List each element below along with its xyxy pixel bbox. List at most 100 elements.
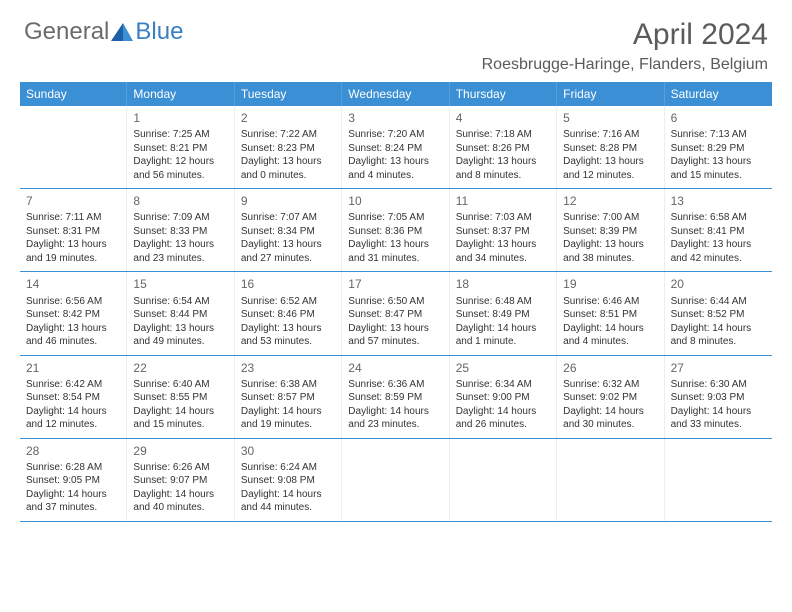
day-number: 27 <box>671 360 766 376</box>
week-row: 21Sunrise: 6:42 AMSunset: 8:54 PMDayligh… <box>20 356 772 439</box>
day-number: 8 <box>133 193 227 209</box>
day-number: 26 <box>563 360 657 376</box>
day-number: 7 <box>26 193 120 209</box>
sunset-text: Sunset: 9:05 PM <box>26 474 120 488</box>
day-cell: 8Sunrise: 7:09 AMSunset: 8:33 PMDaylight… <box>127 189 234 271</box>
day-number: 22 <box>133 360 227 376</box>
day-cell: 28 Sunrise: 6:28 AMSunset: 9:05 PMDayligh… <box>20 439 127 521</box>
day-cell: 22Sunrise: 6:40 AMSunset: 8:55 PMDayligh… <box>127 356 234 438</box>
calendar: SundayMondayTuesdayWednesdayThursdayFrid… <box>0 82 792 522</box>
daylight-text: Daylight: 13 hours and 57 minutes. <box>348 322 442 349</box>
sunset-text: Sunset: 8:46 PM <box>241 308 335 322</box>
header: General Blue April 2024 Roesbrugge-Harin… <box>0 0 792 82</box>
empty-cell <box>665 439 772 521</box>
sunset-text: Sunset: 8:42 PM <box>26 308 120 322</box>
day-cell: 15Sunrise: 6:54 AMSunset: 8:44 PMDayligh… <box>127 272 234 354</box>
day-cell: 20Sunrise: 6:44 AMSunset: 8:52 PMDayligh… <box>665 272 772 354</box>
day-number: 28 <box>26 443 120 459</box>
sunset-text: Sunset: 9:08 PM <box>241 474 335 488</box>
logo-text-blue: Blue <box>135 18 183 46</box>
sunrise-text: Sunrise: 7:16 AM <box>563 128 657 142</box>
sunrise-text: Sunrise: 6:28 AM <box>26 461 120 475</box>
logo-triangle-icon <box>111 23 133 41</box>
sunrise-text: Sunrise: 6:46 AM <box>563 295 657 309</box>
day-number: 23 <box>241 360 335 376</box>
daylight-text: Daylight: 13 hours and 12 minutes. <box>563 155 657 182</box>
daylight-text: Daylight: 14 hours and 40 minutes. <box>133 488 227 515</box>
day-number: 17 <box>348 276 442 292</box>
day-number: 3 <box>348 110 442 126</box>
day-number: 24 <box>348 360 442 376</box>
daylight-text: Daylight: 13 hours and 27 minutes. <box>241 238 335 265</box>
day-number: 20 <box>671 276 766 292</box>
day-number: 29 <box>133 443 227 459</box>
daylight-text: Daylight: 14 hours and 12 minutes. <box>26 405 120 432</box>
sunrise-text: Sunrise: 6:56 AM <box>26 295 120 309</box>
day-cell: 30Sunrise: 6:24 AMSunset: 9:08 PMDayligh… <box>235 439 342 521</box>
day-number: 18 <box>456 276 550 292</box>
sunrise-text: Sunrise: 7:13 AM <box>671 128 766 142</box>
daylight-text: Daylight: 13 hours and 0 minutes. <box>241 155 335 182</box>
day-cell: 27Sunrise: 6:30 AMSunset: 9:03 PMDayligh… <box>665 356 772 438</box>
sunrise-text: Sunrise: 7:00 AM <box>563 211 657 225</box>
day-cell: 9Sunrise: 7:07 AMSunset: 8:34 PMDaylight… <box>235 189 342 271</box>
day-number: 13 <box>671 193 766 209</box>
day-cell: 6Sunrise: 7:13 AMSunset: 8:29 PMDaylight… <box>665 106 772 188</box>
day-number: 1 <box>133 110 227 126</box>
week-row: 28Sunrise: 6:28 AMSunset: 9:05 PMDayligh… <box>20 439 772 522</box>
day-cell: 25Sunrise: 6:34 AMSunset: 9:00 PMDayligh… <box>450 356 557 438</box>
weekday-name: Thursday <box>450 82 557 106</box>
daylight-text: Daylight: 14 hours and 23 minutes. <box>348 405 442 432</box>
daylight-text: Daylight: 13 hours and 53 minutes. <box>241 322 335 349</box>
sunset-text: Sunset: 8:36 PM <box>348 225 442 239</box>
daylight-text: Daylight: 14 hours and 30 minutes. <box>563 405 657 432</box>
daylight-text: Daylight: 14 hours and 1 minute. <box>456 322 550 349</box>
sunset-text: Sunset: 8:24 PM <box>348 142 442 156</box>
day-number: 6 <box>671 110 766 126</box>
empty-cell <box>450 439 557 521</box>
sunset-text: Sunset: 8:37 PM <box>456 225 550 239</box>
sunset-text: Sunset: 9:02 PM <box>563 391 657 405</box>
sunset-text: Sunset: 8:29 PM <box>671 142 766 156</box>
day-number: 10 <box>348 193 442 209</box>
daylight-text: Daylight: 13 hours and 31 minutes. <box>348 238 442 265</box>
day-cell: 11 Sunrise: 7:03 AMSunset: 8:37 PMDayligh… <box>450 189 557 271</box>
daylight-text: Daylight: 14 hours and 44 minutes. <box>241 488 335 515</box>
weekday-header: SundayMondayTuesdayWednesdayThursdayFrid… <box>20 82 772 106</box>
day-cell: 12Sunrise: 7:00 AMSunset: 8:39 PMDayligh… <box>557 189 664 271</box>
day-cell: 10Sunrise: 7:05 AMSunset: 8:36 PMDayligh… <box>342 189 449 271</box>
sunrise-text: Sunrise: 6:50 AM <box>348 295 442 309</box>
day-cell: 7Sunrise: 7:11 AMSunset: 8:31 PMDaylight… <box>20 189 127 271</box>
day-cell: 16Sunrise: 6:52 AMSunset: 8:46 PMDayligh… <box>235 272 342 354</box>
daylight-text: Daylight: 13 hours and 4 minutes. <box>348 155 442 182</box>
daylight-text: Daylight: 13 hours and 8 minutes. <box>456 155 550 182</box>
sunset-text: Sunset: 8:39 PM <box>563 225 657 239</box>
sunset-text: Sunset: 8:34 PM <box>241 225 335 239</box>
sunrise-text: Sunrise: 7:22 AM <box>241 128 335 142</box>
day-number: 2 <box>241 110 335 126</box>
day-cell: 14Sunrise: 6:56 AMSunset: 8:42 PMDayligh… <box>20 272 127 354</box>
day-cell: 3 Sunrise: 7:20 AMSunset: 8:24 PMDaylight… <box>342 106 449 188</box>
sunrise-text: Sunrise: 7:07 AM <box>241 211 335 225</box>
sunrise-text: Sunrise: 7:03 AM <box>456 211 550 225</box>
week-row: 14Sunrise: 6:56 AMSunset: 8:42 PMDayligh… <box>20 272 772 355</box>
weekday-name: Monday <box>127 82 234 106</box>
daylight-text: Daylight: 13 hours and 19 minutes. <box>26 238 120 265</box>
daylight-text: Daylight: 13 hours and 23 minutes. <box>133 238 227 265</box>
day-number: 5 <box>563 110 657 126</box>
sunrise-text: Sunrise: 7:11 AM <box>26 211 120 225</box>
sunset-text: Sunset: 8:44 PM <box>133 308 227 322</box>
day-number: 11 <box>456 193 550 209</box>
day-number: 4 <box>456 110 550 126</box>
day-cell: 17Sunrise: 6:50 AMSunset: 8:47 PMDayligh… <box>342 272 449 354</box>
sunrise-text: Sunrise: 6:38 AM <box>241 378 335 392</box>
weekday-name: Tuesday <box>235 82 342 106</box>
sunset-text: Sunset: 8:23 PM <box>241 142 335 156</box>
week-row: 7Sunrise: 7:11 AMSunset: 8:31 PMDaylight… <box>20 189 772 272</box>
sunrise-text: Sunrise: 6:34 AM <box>456 378 550 392</box>
daylight-text: Daylight: 14 hours and 37 minutes. <box>26 488 120 515</box>
sunrise-text: Sunrise: 6:26 AM <box>133 461 227 475</box>
sunrise-text: Sunrise: 7:20 AM <box>348 128 442 142</box>
daylight-text: Daylight: 13 hours and 34 minutes. <box>456 238 550 265</box>
sunrise-text: Sunrise: 6:32 AM <box>563 378 657 392</box>
